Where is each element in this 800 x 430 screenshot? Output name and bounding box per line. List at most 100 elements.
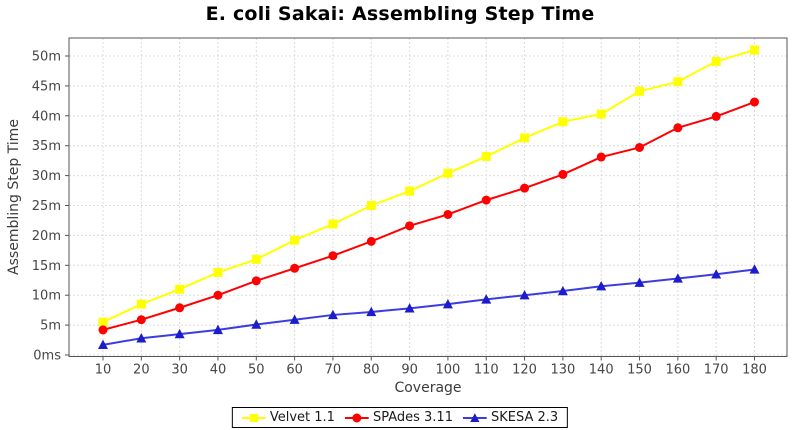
- data-point-marker: [596, 152, 606, 162]
- data-point-marker: [328, 219, 338, 229]
- data-point-marker: [711, 111, 721, 121]
- data-point-marker: [213, 290, 223, 300]
- legend-label: Velvet 1.1: [269, 410, 335, 425]
- y-tick-label: 10m: [32, 289, 61, 304]
- legend-item-skesa-2-3: SKESA 2.3: [462, 410, 559, 425]
- x-tick-label: 20: [133, 363, 150, 378]
- data-point-marker: [558, 117, 568, 127]
- data-point-marker: [442, 298, 453, 309]
- legend-label: SPAdes 3.11: [372, 410, 453, 425]
- data-point-marker: [175, 303, 185, 313]
- y-tick-label: 30m: [32, 169, 61, 184]
- chart-title: E. coli Sakai: Assembling Step Time: [205, 3, 595, 25]
- data-point-marker: [136, 333, 147, 343]
- data-point-marker: [174, 328, 185, 339]
- y-tick-label: 5m: [40, 319, 61, 334]
- data-point-marker: [327, 309, 338, 320]
- y-axis-label: Assembling Step Time: [6, 119, 22, 275]
- y-tick-label: 50m: [32, 50, 61, 65]
- data-point-marker: [634, 277, 645, 287]
- data-point-marker: [328, 251, 338, 261]
- series-line-skesa-2-3: [102, 268, 755, 346]
- data-point-marker: [711, 269, 722, 279]
- x-tick-label: 120: [512, 363, 537, 378]
- data-point-marker: [557, 285, 568, 296]
- data-point-marker: [635, 142, 645, 152]
- data-point-marker: [673, 77, 683, 87]
- data-point-marker: [443, 209, 453, 219]
- x-tick-label: 170: [704, 363, 729, 378]
- data-point-marker: [290, 235, 300, 245]
- y-tick-label: 40m: [32, 109, 61, 124]
- data-point-marker: [672, 273, 683, 283]
- data-point-marker: [558, 169, 568, 179]
- data-point-marker: [404, 303, 415, 313]
- series-markers-skesa-2-3: [98, 264, 760, 350]
- data-point-marker: [481, 294, 492, 304]
- data-point-marker: [251, 319, 262, 329]
- series-velvet-1-1: [98, 45, 759, 327]
- x-tick-label: 110: [474, 363, 499, 378]
- data-point-marker: [596, 109, 606, 119]
- series-line-velvet-1-1: [102, 49, 755, 324]
- data-point-marker: [596, 281, 607, 291]
- data-point-marker: [98, 325, 108, 335]
- x-axis-label: Coverage: [394, 380, 462, 396]
- data-point-marker: [520, 183, 530, 193]
- data-point-marker: [289, 314, 300, 324]
- data-point-marker: [98, 317, 108, 327]
- data-point-marker: [136, 299, 146, 309]
- data-point-marker: [136, 315, 146, 325]
- x-tick-label: 30: [171, 363, 188, 378]
- x-tick-label: 90: [401, 363, 418, 378]
- legend-circle-marker-icon: [344, 413, 369, 422]
- series-spades-3-11: [98, 97, 759, 335]
- legend-square-marker-icon: [241, 413, 266, 422]
- data-point-marker: [290, 263, 300, 273]
- x-tick-label: 50: [248, 363, 265, 378]
- data-point-marker: [749, 264, 760, 274]
- x-tick-label: 160: [665, 363, 690, 378]
- data-point-marker: [98, 339, 108, 350]
- data-point-marker: [251, 276, 261, 286]
- data-point-marker: [213, 267, 223, 277]
- data-point-marker: [366, 201, 376, 210]
- series-markers-velvet-1-1: [98, 45, 759, 327]
- data-point-marker: [635, 86, 645, 96]
- x-tick-label: 140: [589, 363, 614, 378]
- legend: Velvet 1.1 SPAdes 3.11 SKESA 2.3: [231, 407, 569, 428]
- x-tick-label: 150: [627, 363, 652, 378]
- data-point-marker: [443, 168, 453, 178]
- y-tick-label: 35m: [32, 139, 61, 154]
- x-tick-label: 80: [363, 363, 380, 378]
- data-point-marker: [366, 236, 376, 246]
- data-point-marker: [673, 123, 683, 133]
- x-tick-label: 60: [286, 363, 303, 378]
- series-line-spades-3-11: [102, 101, 755, 331]
- y-tick-label: 25m: [32, 199, 61, 214]
- x-tick-label: 70: [325, 363, 342, 378]
- data-point-marker: [520, 133, 530, 143]
- plot-border: [68, 37, 788, 358]
- data-point-marker: [405, 221, 415, 231]
- y-tick-label: 20m: [32, 229, 61, 244]
- data-point-marker: [750, 45, 759, 55]
- data-point-marker: [212, 324, 223, 335]
- axis-ticks: 10 20 30 40 50 60 70 80 90 100 110 120 130 140 150 160 1…: [32, 50, 767, 378]
- data-point-marker: [175, 284, 185, 294]
- legend-triangle-marker-icon: [462, 412, 487, 422]
- x-tick-label: 10: [95, 363, 112, 378]
- y-tick-label: 45m: [32, 79, 61, 94]
- data-point-marker: [481, 151, 491, 161]
- x-tick-label: 40: [210, 363, 227, 378]
- y-tick-label: 15m: [32, 259, 61, 274]
- legend-item-velvet-1-1: Velvet 1.1: [241, 410, 335, 425]
- data-point-marker: [519, 290, 530, 300]
- legend-label: SKESA 2.3: [490, 410, 559, 425]
- series-markers-spades-3-11: [98, 97, 759, 335]
- data-point-marker: [251, 254, 261, 264]
- data-point-marker: [750, 97, 759, 107]
- data-point-marker: [481, 195, 491, 205]
